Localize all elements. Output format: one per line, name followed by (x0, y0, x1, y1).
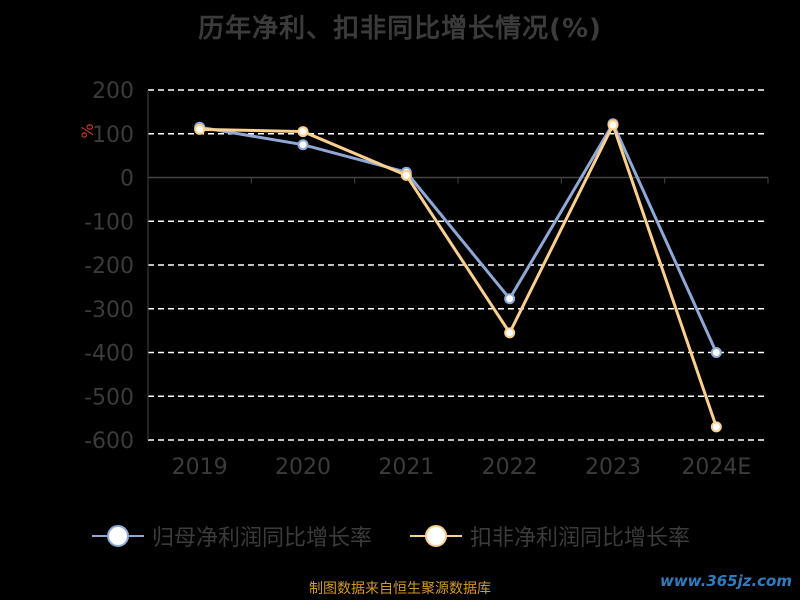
legend-item-net-profit[interactable]: 归母净利润同比增长率 (92, 520, 372, 552)
x-tick-label: 2024E (681, 455, 751, 480)
legend-marker-net-profit (92, 525, 144, 547)
data-point-series-2 (504, 327, 516, 339)
data-point-series-2 (297, 126, 309, 138)
y-tick-label: -300 (84, 298, 134, 323)
chart-legend: 归母净利润同比增长率 扣非净利润同比增长率 (0, 520, 800, 556)
data-point-series-1 (297, 139, 309, 151)
watermark: www.365jz.com (659, 572, 792, 590)
data-source-note: 制图数据来自恒生聚源数据库 (309, 581, 491, 597)
y-tick-label: -200 (84, 254, 134, 279)
legend-label-net-profit: 归母净利润同比增长率 (152, 526, 373, 551)
x-tick-label: 2022 (482, 455, 538, 480)
data-point-series-2 (607, 119, 619, 131)
y-tick-label: -500 (84, 385, 134, 410)
legend-marker-deducted-profit (410, 525, 462, 547)
y-tick-label: 200 (92, 79, 134, 104)
data-point-series-1 (710, 347, 722, 358)
x-tick-label: 2021 (378, 455, 434, 480)
y-tick-label: -400 (84, 342, 134, 367)
data-point-series-2 (710, 421, 722, 433)
y-axis-unit-label: % (78, 123, 97, 138)
y-tick-label: -100 (84, 210, 134, 235)
x-tick-label: 2019 (172, 455, 228, 480)
x-tick-label: 2023 (585, 455, 641, 480)
y-tick-label: -600 (84, 429, 134, 454)
chart-title: 历年净利、扣非同比增长情况(%) (198, 14, 602, 44)
data-point-series-1 (504, 293, 516, 305)
data-point-series-2 (400, 169, 412, 181)
legend-label-deducted-profit: 扣非净利润同比增长率 (470, 526, 691, 551)
data-point-series-2 (194, 123, 206, 135)
series-line-2 (199, 123, 718, 428)
x-tick-label: 2020 (275, 455, 331, 480)
y-tick-label: 100 (92, 123, 134, 148)
legend-item-deducted-profit[interactable]: 扣非净利润同比增长率 (410, 520, 690, 552)
series-line-1 (199, 122, 718, 354)
y-tick-label: 0 (120, 167, 134, 192)
